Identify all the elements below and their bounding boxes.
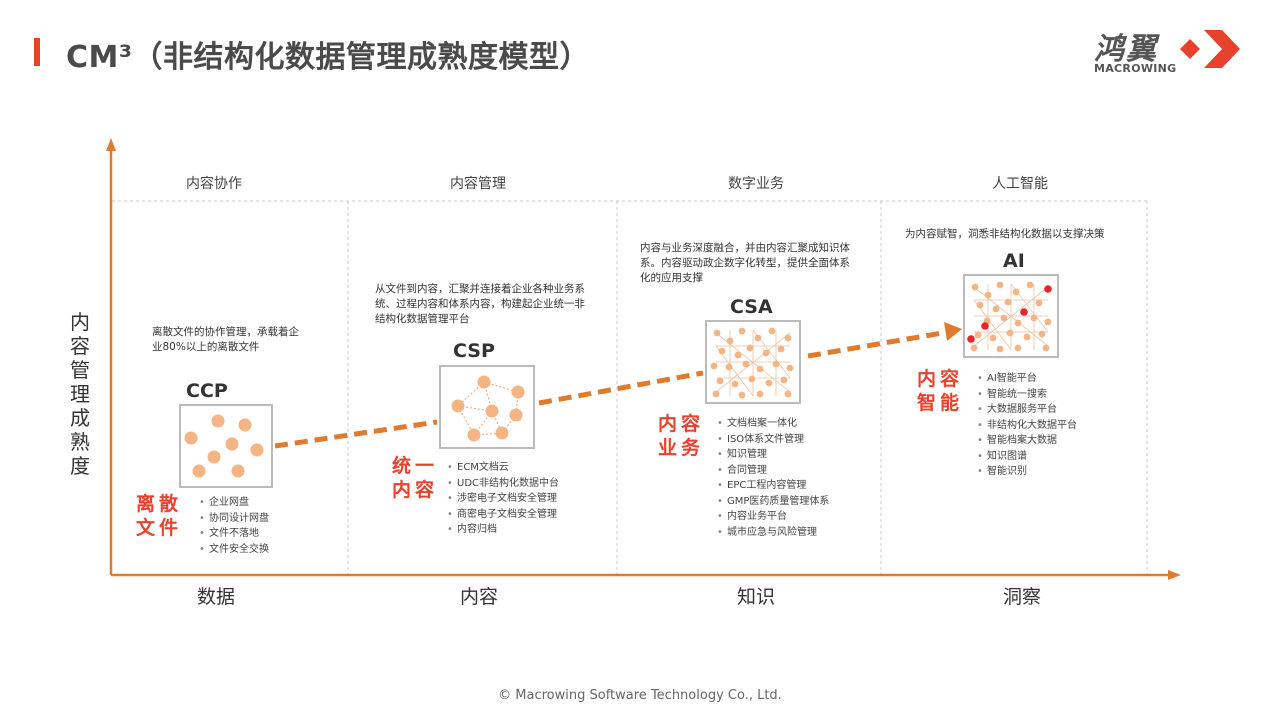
list-item: AI智能平台 — [977, 371, 1077, 387]
list-item: GMP医药质量管理体系 — [717, 494, 829, 510]
ccp-graphic — [179, 404, 273, 488]
csa-tag: 内容业务 — [658, 413, 705, 459]
column-heading-ai: 人工智能 — [992, 176, 1048, 192]
list-item: 大数据服务平台 — [977, 402, 1077, 418]
csa-stage-title: CSA — [730, 296, 773, 318]
column-heading-content-management: 内容管理 — [450, 176, 506, 192]
csp-tag: 统一内容 — [392, 455, 439, 501]
ccp-description: 离散文件的协作管理，承载着企业80%以上的离散文件 — [152, 326, 299, 353]
ccp-feature-list: 企业网盘 协同设计网盘 文件不落地 文件安全交换 — [199, 495, 269, 557]
growth-trend-arrow — [274, 322, 962, 449]
logo-english-text: MACROWING — [1094, 62, 1177, 75]
column-heading-digital-business: 数字业务 — [728, 176, 784, 192]
list-item: ECM文档云 — [447, 460, 559, 476]
list-item: UDC非结构化数据中台 — [447, 476, 559, 492]
page-title: CM³（非结构化数据管理成熟度模型） — [66, 40, 591, 75]
csa-feature-list: 文档档案一体化 ISO体系文件管理 知识管理 合同管理 EPC工程内容管理 GM… — [717, 416, 829, 540]
title-accent-bar — [34, 38, 40, 66]
logo-chinese-text: 鸿翼 — [1094, 32, 1158, 67]
list-item: 城市应急与风险管理 — [717, 525, 829, 541]
axes — [106, 138, 1181, 580]
list-item: ISO体系文件管理 — [717, 432, 829, 448]
column-heading-collaboration: 内容协作 — [186, 176, 242, 192]
list-item: 智能识别 — [977, 464, 1077, 480]
list-item: 智能档案大数据 — [977, 433, 1077, 449]
list-item: 内容业务平台 — [717, 509, 829, 525]
list-item: 智能统一搜索 — [977, 387, 1077, 403]
list-item: 企业网盘 — [199, 495, 269, 511]
list-item: 文档档案一体化 — [717, 416, 829, 432]
list-item: 内容归档 — [447, 522, 559, 538]
list-item: 协同设计网盘 — [199, 511, 269, 527]
x-axis-label-data: 数据 — [196, 586, 235, 608]
list-item: 商密电子文档安全管理 — [447, 507, 559, 523]
list-item: 知识图谱 — [977, 449, 1077, 465]
csp-description: 从文件到内容，汇聚并连接着企业各种业务系统、过程内容和体系内容，构建起企业统一非… — [375, 283, 585, 325]
list-item: 文件安全交换 — [199, 542, 269, 558]
csp-feature-list: ECM文档云 UDC非结构化数据中台 涉密电子文档安全管理 商密电子文档安全管理… — [447, 460, 559, 538]
ai-feature-list: AI智能平台 智能统一搜索 大数据服务平台 非结构化大数据平台 智能档案大数据 … — [977, 371, 1077, 480]
ccp-stage-title: CCP — [186, 380, 228, 402]
x-axis-label-insight: 洞察 — [1002, 586, 1041, 608]
csp-stage-title: CSP — [453, 340, 495, 362]
ai-description: 为内容赋智，洞悉非结构化数据以支撑决策 — [905, 228, 1105, 240]
list-item: EPC工程内容管理 — [717, 478, 829, 494]
list-item: 知识管理 — [717, 447, 829, 463]
column-grid — [112, 200, 1148, 575]
csa-graphic — [705, 320, 801, 404]
ai-tag: 内容智能 — [917, 368, 964, 414]
brand-logo: 鸿翼 MACROWING — [1094, 24, 1254, 76]
csp-graphic — [439, 365, 535, 449]
csa-description: 内容与业务深度融合，并由内容汇聚成知识体系。内容驱动政企数字化转型，提供全面体系… — [640, 242, 850, 284]
logo-chevron-icon — [1180, 30, 1240, 68]
ccp-tag: 离散文件 — [136, 493, 183, 539]
x-axis-label-knowledge: 知识 — [736, 586, 775, 608]
copyright-footer: © Macrowing Software Technology Co., Ltd… — [498, 688, 782, 703]
ai-stage-title: AI — [1003, 250, 1025, 272]
y-axis-label: 内容管理成熟度 — [70, 310, 90, 478]
list-item: 文件不落地 — [199, 526, 269, 542]
list-item: 涉密电子文档安全管理 — [447, 491, 559, 507]
ai-graphic — [963, 274, 1059, 358]
list-item: 合同管理 — [717, 463, 829, 479]
list-item: 非结构化大数据平台 — [977, 418, 1077, 434]
x-axis-label-content: 内容 — [459, 586, 498, 608]
